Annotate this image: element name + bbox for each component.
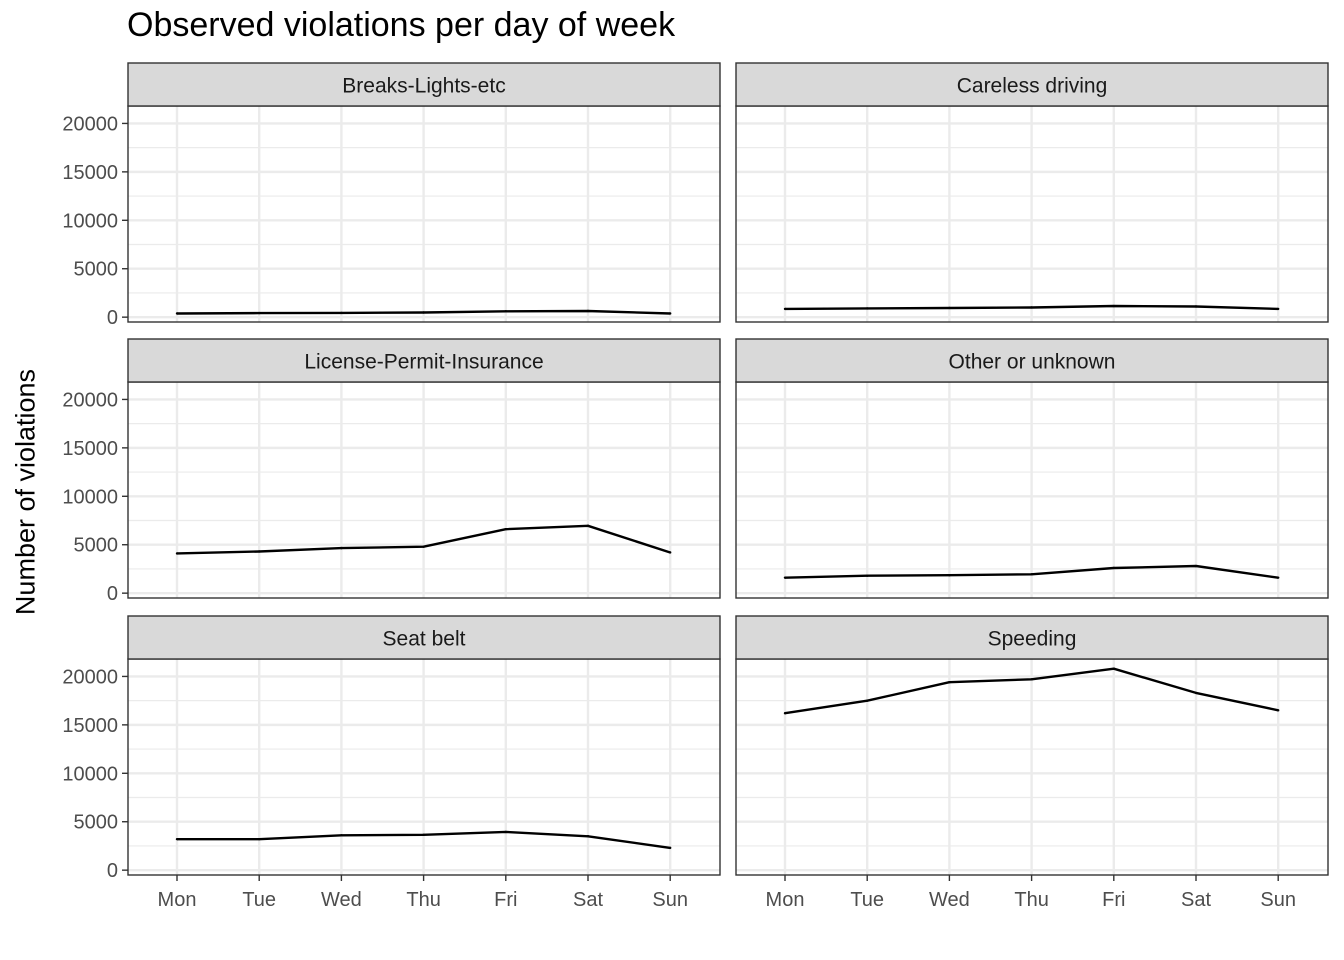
x-tick-label: Thu <box>406 889 440 911</box>
data-point <box>1277 576 1280 579</box>
x-tick-label: Wed <box>929 889 970 911</box>
data-point <box>586 309 590 313</box>
data-point <box>866 307 869 310</box>
data-point <box>258 550 261 553</box>
y-tick-label: 15000 <box>62 715 118 737</box>
data-point <box>504 310 507 313</box>
y-tick-label: 0 <box>107 307 118 329</box>
data-point <box>1030 306 1033 309</box>
data-point <box>258 837 261 841</box>
facet-strip <box>127 62 721 107</box>
y-tick-label: 20000 <box>62 389 118 411</box>
facet-strip-label: Breaks-Lights-etc <box>342 75 505 98</box>
x-tick-label: Tue <box>242 889 276 911</box>
x-tick-label: Fri <box>494 889 517 911</box>
data-point <box>504 830 507 834</box>
y-tick-label: 5000 <box>74 812 119 834</box>
y-tick-label: 10000 <box>62 210 118 232</box>
facet-panel: License-Permit-Insurance 0 5000 10000 15000 2… <box>62 338 721 605</box>
facet-panel: Speeding Mon Tue Wed Thu Fri Sat Sun <box>735 615 1329 911</box>
y-tick-label: 5000 <box>74 259 119 281</box>
data-point <box>1277 709 1280 712</box>
data-point <box>258 311 261 315</box>
data-point <box>1194 305 1198 308</box>
x-tick-label: Fri <box>1102 889 1125 911</box>
x-tick-label: Mon <box>158 889 197 911</box>
data-point <box>422 833 425 837</box>
facet-strip-label: Seat belt <box>383 628 466 651</box>
data-point <box>669 846 672 850</box>
y-tick-label: 20000 <box>62 666 118 688</box>
data-point <box>783 307 787 311</box>
data-point <box>669 312 672 315</box>
x-tick-label: Thu <box>1014 889 1048 911</box>
data-point <box>340 311 343 315</box>
facet-panel: Careless driving <box>735 62 1329 323</box>
data-point <box>948 306 951 310</box>
data-point <box>948 681 951 684</box>
y-tick-label: 10000 <box>62 486 118 508</box>
data-point <box>340 546 343 550</box>
data-point <box>1112 566 1116 570</box>
facet-strip <box>127 615 721 660</box>
data-point <box>340 834 343 837</box>
data-point <box>1030 678 1033 681</box>
facet-panel: Other or unknown <box>735 338 1329 599</box>
x-tick-label: Sat <box>573 889 603 911</box>
data-point <box>504 528 507 531</box>
data-point <box>1030 573 1033 576</box>
facet-panel: Breaks-Lights-etc 0 5000 10000 15000 20000 <box>62 62 721 329</box>
facet-strip <box>735 62 1329 107</box>
data-point <box>1277 307 1280 311</box>
data-point <box>586 835 590 838</box>
x-tick-label: Wed <box>321 889 362 911</box>
data-point <box>866 574 869 577</box>
data-point <box>175 552 179 555</box>
facet-panel: Seat belt 0 5000 10000 15000 20000 Mon Tue Wed Th… <box>62 615 721 911</box>
facet-strip-label: Other or unknown <box>949 351 1116 374</box>
data-point <box>1112 667 1116 670</box>
data-point <box>422 545 425 548</box>
data-point <box>1194 691 1198 695</box>
x-tick-label: Sat <box>1181 889 1211 911</box>
x-tick-label: Tue <box>850 889 884 911</box>
y-tick-label: 10000 <box>62 763 118 785</box>
data-point <box>1194 564 1198 568</box>
y-tick-label: 0 <box>107 583 118 605</box>
data-point <box>175 312 179 315</box>
facet-strip <box>735 615 1329 660</box>
facet-strip <box>127 338 721 383</box>
x-tick-label: Mon <box>766 889 805 911</box>
y-tick-label: 5000 <box>74 535 119 557</box>
y-tick-label: 15000 <box>62 438 118 460</box>
data-point <box>783 576 787 579</box>
facet-strip-label: Careless driving <box>957 75 1108 98</box>
facet-strip-label: License-Permit-Insurance <box>304 351 543 374</box>
data-point <box>175 837 179 841</box>
chart-title: Observed violations per day of week <box>127 6 676 44</box>
data-point <box>948 574 951 577</box>
y-tick-label: 20000 <box>62 113 118 135</box>
data-point <box>586 524 590 528</box>
x-tick-label: Sun <box>652 889 688 911</box>
facet-strip-label: Speeding <box>988 628 1077 651</box>
data-point <box>1112 304 1116 308</box>
data-point <box>422 311 425 314</box>
x-tick-label: Sun <box>1260 889 1296 911</box>
y-tick-label: 0 <box>107 860 118 882</box>
data-point <box>866 699 869 702</box>
data-point <box>669 551 672 554</box>
y-tick-label: 15000 <box>62 162 118 184</box>
facet-strip <box>735 338 1329 383</box>
data-point <box>783 712 787 715</box>
